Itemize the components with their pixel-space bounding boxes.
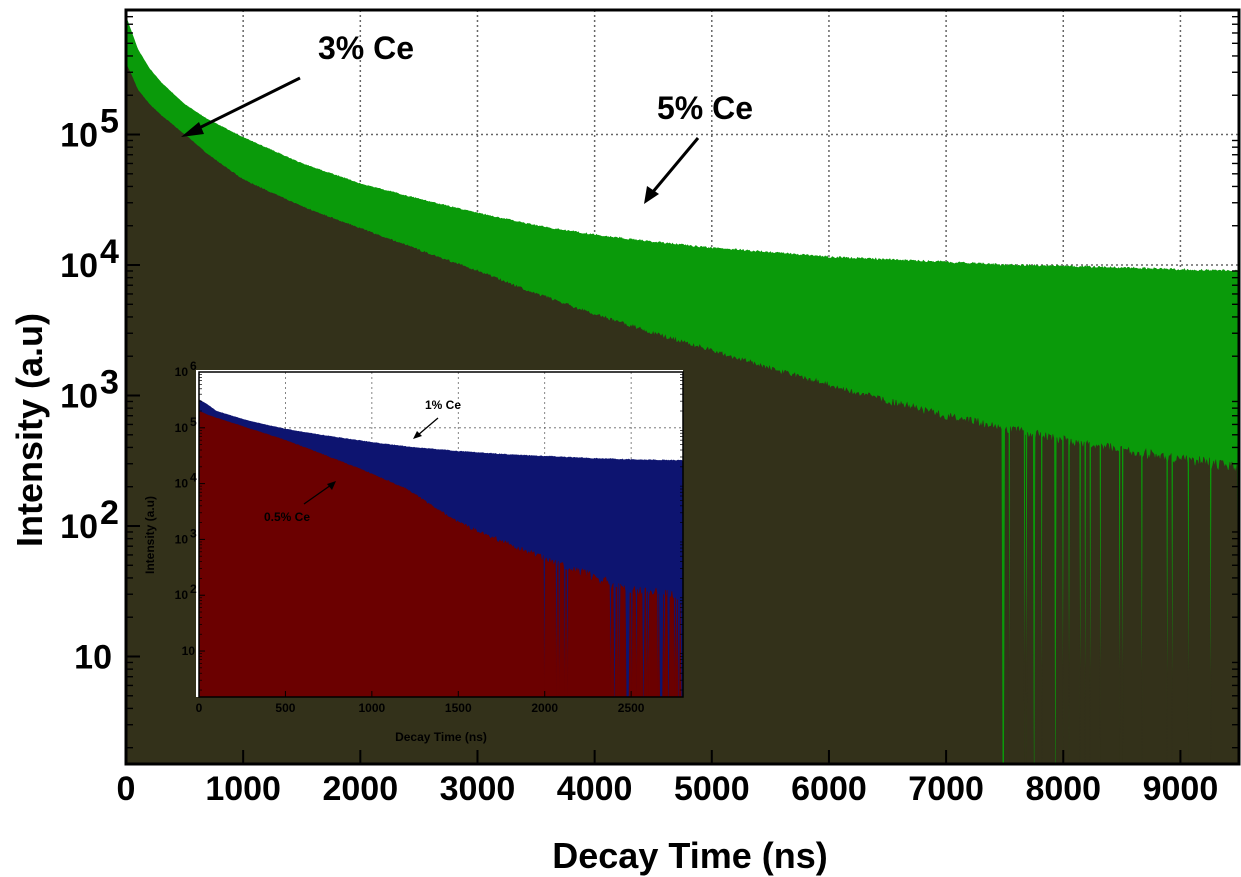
inset-chart-series: [198, 399, 684, 698]
inset-y-tick-exp-1: 2: [190, 582, 197, 596]
main-x-tick-label-0: 0: [117, 770, 136, 808]
inset-y-tick-label-4: 10: [175, 421, 189, 435]
main-plot-frame: [124, 8, 1241, 766]
annotation-0-5pct-ce: 0.5% Ce: [264, 510, 310, 524]
arrow-head-5pct-ce: [644, 186, 659, 204]
inset-y-tick-exp-5: 6: [190, 359, 197, 373]
arrow-0-5pct-ce: [303, 484, 332, 505]
arrow-head-1pct-ce: [413, 431, 422, 439]
main-x-tick-label-3: 3000: [440, 770, 516, 808]
main-y-tick-exp-3: 4: [100, 233, 119, 271]
inset-x-tick-label-1: 500: [275, 701, 295, 715]
inset-y-tick-label-1: 10: [175, 588, 189, 602]
main-x-tick-label-2: 2000: [322, 770, 398, 808]
annotation-5pct-ce: 5% Ce: [657, 90, 753, 126]
inset-series-1-path: [198, 410, 683, 698]
inset-y-tick-exp-2: 3: [190, 526, 197, 540]
main-y-tick-label-2: 10: [60, 378, 98, 416]
inset-x-tick-label-0: 0: [196, 701, 203, 715]
main-y-tick-label-4: 10: [60, 117, 98, 155]
inset-series-0-5-ce: [198, 410, 683, 698]
arrow-head-3pct-ce: [181, 122, 204, 137]
annotation-3pct-ce: 3% Ce: [318, 30, 414, 66]
inset-y-tick-label-2: 10: [175, 532, 189, 546]
inset-x-tick-label-5: 2500: [618, 701, 645, 715]
main-x-axis-label: Decay Time (ns): [552, 835, 827, 876]
main-x-tick-label-5: 5000: [674, 770, 750, 808]
inset-x-tick-label-3: 1500: [445, 701, 472, 715]
main-x-tick-label-8: 8000: [1025, 770, 1101, 808]
inset-y-tick-exp-4: 5: [190, 415, 197, 429]
arrow-3pct-ce: [194, 76, 301, 132]
main-y-tick-label-0: 10: [74, 638, 112, 676]
arrow-1pct-ce: [417, 417, 439, 436]
main-x-tick-label-7: 7000: [908, 770, 984, 808]
main-y-axis-label: Intensity (a.u): [9, 313, 50, 547]
main-y-tick-label-1: 10: [60, 508, 98, 546]
main-x-tick-label-9: 9000: [1143, 770, 1219, 808]
annotation-1pct-ce: 1% Ce: [425, 398, 461, 412]
inset-y-tick-label-0: 10: [182, 644, 196, 658]
main-x-tick-label-4: 4000: [557, 770, 633, 808]
main-y-tick-exp-4: 5: [100, 103, 119, 141]
inset-x-tick-label-4: 2000: [531, 701, 558, 715]
inset-x-tick-label-2: 1000: [359, 701, 386, 715]
inset-y-tick-exp-3: 4: [190, 471, 197, 485]
main-x-tick-label-1: 1000: [205, 770, 281, 808]
main-y-tick-exp-1: 2: [100, 494, 119, 532]
main-x-tick-label-6: 6000: [791, 770, 867, 808]
arrow-5pct-ce: [650, 137, 700, 194]
main-y-tick-label-3: 10: [60, 247, 98, 285]
inset-y-axis-label: Intensity (a.u): [143, 496, 157, 574]
inset-y-tick-label-5: 10: [175, 365, 189, 379]
inset-y-tick-label-3: 10: [175, 477, 189, 491]
arrow-head-0-5pct-ce: [327, 481, 336, 490]
inset-x-axis-label: Decay Time (ns): [395, 730, 487, 744]
main-y-tick-exp-2: 3: [100, 364, 119, 402]
main-chart-ticks: 0 1000 2000 3000 4000 5000 6000 7000 8000 9000101…: [60, 9, 1239, 808]
inset-plot-frame: [198, 371, 684, 698]
